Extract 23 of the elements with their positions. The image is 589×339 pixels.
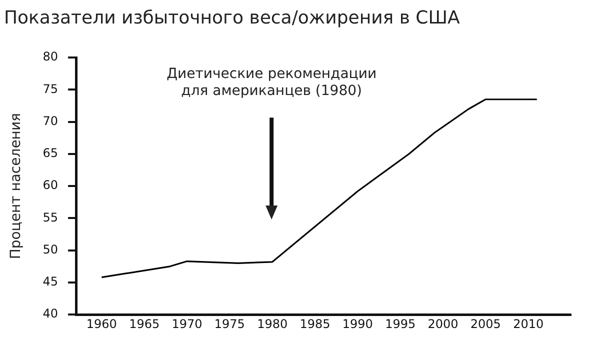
y-tick-label: 70 [42, 114, 58, 128]
x-tick-label: 2010 [513, 316, 544, 331]
x-tick-label: 1965 [129, 316, 160, 331]
x-tick-label: 2005 [470, 316, 501, 331]
x-tick-label: 2000 [428, 316, 458, 331]
y-axis-title: Процент населения [8, 113, 24, 260]
x-tick-label: 1970 [172, 316, 202, 331]
x-tick-label: 1960 [86, 316, 117, 331]
y-tick-label: 45 [42, 274, 58, 289]
y-tick-label: 55 [42, 210, 58, 224]
y-tick-label: 75 [42, 82, 58, 96]
x-tick-label: 1985 [300, 316, 330, 331]
y-tick-label: 80 [42, 50, 58, 64]
y-tick-label: 65 [42, 146, 58, 160]
y-tick-label: 50 [42, 242, 58, 256]
y-tick-label: 60 [42, 178, 58, 192]
annotation: Диетические рекомендации для американцев (1980) [166, 66, 377, 100]
x-tick-label: 1980 [257, 316, 288, 331]
x-tick-label: 1995 [385, 316, 416, 331]
chart-title: Показатели избыточного веса/ожирения в США [4, 7, 460, 28]
y-tick-label: 40 [42, 306, 58, 321]
x-tick-label: 1990 [342, 316, 373, 331]
x-tick-label: 1975 [214, 316, 245, 331]
